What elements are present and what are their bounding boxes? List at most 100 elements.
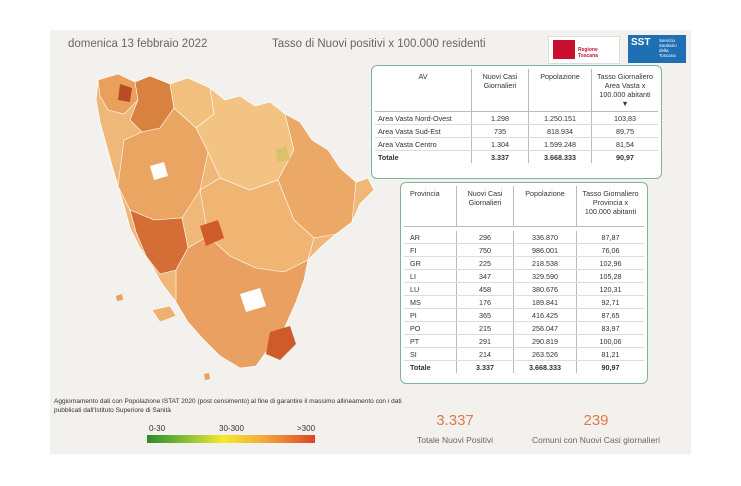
date-label: domenica 13 febbraio 2022 [68, 38, 208, 50]
low-rate-area[interactable] [276, 146, 290, 162]
table-cell: 176 [456, 295, 514, 309]
table-cell: SI [404, 347, 457, 361]
table-cell: 214 [456, 347, 514, 361]
table-cell: 329.590 [513, 269, 577, 283]
col-header-av: AV [375, 69, 472, 112]
table-cell: 225 [456, 256, 514, 270]
col-header-rate-label: Tasso Giornaliero Area Vasta x 100.000 a… [597, 72, 653, 99]
province-table: Provincia Nuovi Casi Giornalieri Popolaz… [400, 182, 648, 384]
table-cell: Area Vasta Centro [375, 137, 472, 151]
table-cell: 1.599.248 [528, 137, 592, 151]
col-header-rate[interactable]: Tasso Giornaliero Area Vasta x 100.000 a… [591, 69, 658, 112]
pegasus-icon [553, 40, 575, 59]
table-cell: 1.250.151 [528, 111, 592, 125]
table-cell: 380.676 [513, 282, 577, 296]
table-cell: 347 [456, 269, 514, 283]
total-cell: 90,97 [591, 150, 658, 163]
table-cell: PI [404, 308, 457, 322]
hotspot-area[interactable] [200, 220, 224, 246]
table-cell: 189.841 [513, 295, 577, 309]
table-cell: GR [404, 256, 457, 270]
tuscany-map[interactable] [90, 70, 390, 390]
sst-logo-subtext: Servizio Sanitario della Toscana [659, 38, 677, 58]
table-cell: PT [404, 334, 457, 348]
table-cell: PO [404, 321, 457, 335]
table-cell: 986.001 [513, 243, 577, 257]
table-cell: 263.526 [513, 347, 577, 361]
legend-high-label: >300 [297, 424, 316, 433]
sst-logo: SST Servizio Sanitario della Toscana [628, 35, 686, 63]
table-cell: LI [404, 269, 457, 283]
kpi-total-positives: 3.337 Totale Nuovi Positivi [405, 412, 505, 445]
regione-logo-text: Regione Toscana [578, 47, 598, 59]
hotspot-area[interactable] [118, 84, 132, 102]
table-cell: AR [404, 231, 457, 244]
sort-desc-icon[interactable]: ▼ [621, 99, 629, 108]
kpi-label: Totale Nuovi Positivi [416, 435, 494, 445]
total-cell: 90,97 [576, 360, 644, 373]
kpi-municipalities: 239 Comuni con Nuovi Casi giornalieri [526, 412, 666, 445]
map-legend: 0-30 30-300 >300 [147, 424, 317, 434]
table-cell: 1.298 [471, 111, 529, 125]
table-cell: 296 [456, 231, 514, 244]
table-cell: 218.538 [513, 256, 577, 270]
table-cell: 365 [456, 308, 514, 322]
total-cell: 3.668.333 [513, 360, 577, 373]
hotspot-area[interactable] [266, 326, 296, 360]
legend-low-label: 0-30 [149, 424, 166, 433]
col-header-rate: Tasso Giornaliero Provincia x 100.000 ab… [576, 186, 644, 227]
table-cell: 1.304 [471, 137, 529, 151]
province-ms[interactable] [97, 73, 139, 115]
giglio-island[interactable] [204, 373, 210, 380]
elba-island[interactable] [151, 305, 177, 323]
table-cell: 336.870 [513, 231, 577, 244]
table-cell: LU [404, 282, 457, 296]
table-cell: 87,65 [576, 308, 644, 322]
table-cell: 89,75 [591, 124, 658, 138]
total-cell: 3.337 [471, 150, 529, 163]
table-cell: MS [404, 295, 457, 309]
table-cell: 290.819 [513, 334, 577, 348]
table-cell: 105,28 [576, 269, 644, 283]
capraia-island[interactable] [116, 294, 123, 301]
table-cell: 215 [456, 321, 514, 335]
table-cell: 102,96 [576, 256, 644, 270]
total-label: Totale [375, 150, 472, 163]
table-cell: Area Vasta Nord-Ovest [375, 111, 472, 125]
kpi-value: 3.337 [436, 412, 474, 429]
table-cell: 76,06 [576, 243, 644, 257]
table-cell: 256.047 [513, 321, 577, 335]
table-cell: 735 [471, 124, 529, 138]
total-label: Totale [404, 360, 457, 373]
area-vasta-table: AV Nuovi Casi Giornalieri Popolazione Ta… [371, 65, 662, 179]
table-cell: 458 [456, 282, 514, 296]
table-cell: 120,31 [576, 282, 644, 296]
table-cell: 83,97 [576, 321, 644, 335]
table-cell: 81,54 [591, 137, 658, 151]
col-header-population: Popolazione [528, 69, 592, 112]
table-cell: 291 [456, 334, 514, 348]
sst-logo-text: SST [631, 37, 651, 48]
col-header-cases: Nuovi Casi Giornalieri [471, 69, 529, 112]
total-cell: 3.337 [456, 360, 514, 373]
kpi-label: Comuni con Nuovi Casi giornalieri [531, 435, 661, 445]
regione-toscana-logo: Regione Toscana [548, 36, 620, 64]
no-cases-area[interactable] [150, 162, 168, 180]
legend-mid-label: 30-300 [219, 424, 244, 433]
dashboard-title: Tasso di Nuovi positivi x 100.000 reside… [272, 38, 486, 50]
table-cell: 750 [456, 243, 514, 257]
data-update-note: Aggiornamento dati con Popolazione ISTAT… [54, 398, 402, 414]
table-cell: 103,83 [591, 111, 658, 125]
table-cell: 87,87 [576, 231, 644, 244]
table-cell: 92,71 [576, 295, 644, 309]
table-cell: 416.425 [513, 308, 577, 322]
legend-color-scale [147, 435, 315, 443]
table-cell: Area Vasta Sud-Est [375, 124, 472, 138]
col-header-population: Popolazione [513, 186, 577, 227]
no-cases-area[interactable] [240, 288, 266, 312]
col-header-provincia: Provincia [404, 186, 457, 227]
col-header-cases: Nuovi Casi Giornalieri [456, 186, 514, 227]
table-cell: 818.934 [528, 124, 592, 138]
table-cell: 81,21 [576, 347, 644, 361]
kpi-value: 239 [583, 412, 609, 429]
